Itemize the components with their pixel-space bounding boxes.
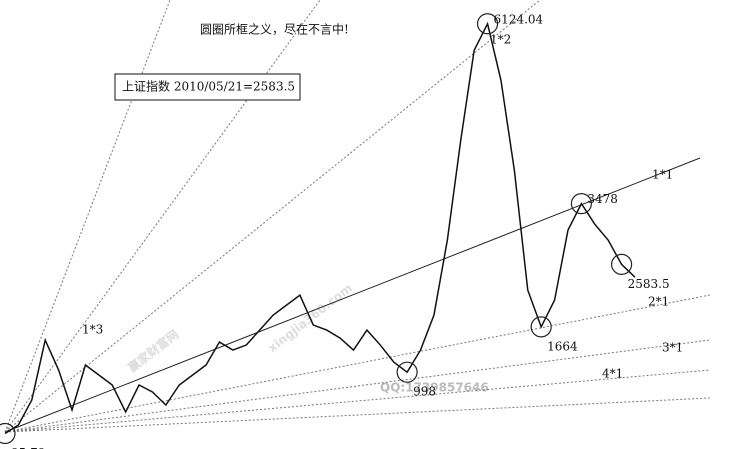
annotation: 6124.04 — [494, 12, 544, 26]
note: 圆圈所框之义，尽在不言中! — [200, 22, 349, 37]
fan-line — [4, 0, 541, 433]
info-text: 上证指数 2010/05/21=2583.5 — [122, 79, 295, 94]
fan-label: 4*1 — [602, 367, 623, 381]
fan-line — [4, 369, 711, 433]
fan-label: 3*1 — [662, 341, 683, 355]
fan-line — [4, 397, 711, 433]
highlight-circle — [476, 13, 499, 35]
annotation: 1664 — [547, 339, 578, 353]
fan-line — [4, 339, 711, 433]
annotation: 3478 — [587, 192, 618, 206]
highlight-circle — [570, 193, 592, 215]
annotation: 95.79 — [11, 446, 45, 449]
watermark-qq: QQ:1739857646 — [380, 381, 489, 395]
gann-fan: 1*3 1*2 1*1 2*1 3*1 4*1 — [4, 0, 711, 433]
fan-label: 1*2 — [490, 33, 511, 47]
annotation: 998 — [413, 385, 436, 399]
fan-label: 2*1 — [648, 295, 669, 309]
highlight-circle — [396, 361, 418, 383]
fan-line — [4, 0, 321, 433]
fan-label: 1*3 — [82, 323, 103, 337]
info-box — [114, 73, 301, 101]
annotation: 2583.5 — [628, 277, 670, 291]
fan-line — [4, 0, 171, 433]
price-line — [4, 21, 636, 435]
fan-line — [4, 157, 701, 433]
highlight-circle — [530, 316, 552, 338]
highlight-circle — [0, 422, 16, 445]
highlight-circle — [610, 253, 633, 276]
fan-label: 1*1 — [652, 168, 673, 182]
